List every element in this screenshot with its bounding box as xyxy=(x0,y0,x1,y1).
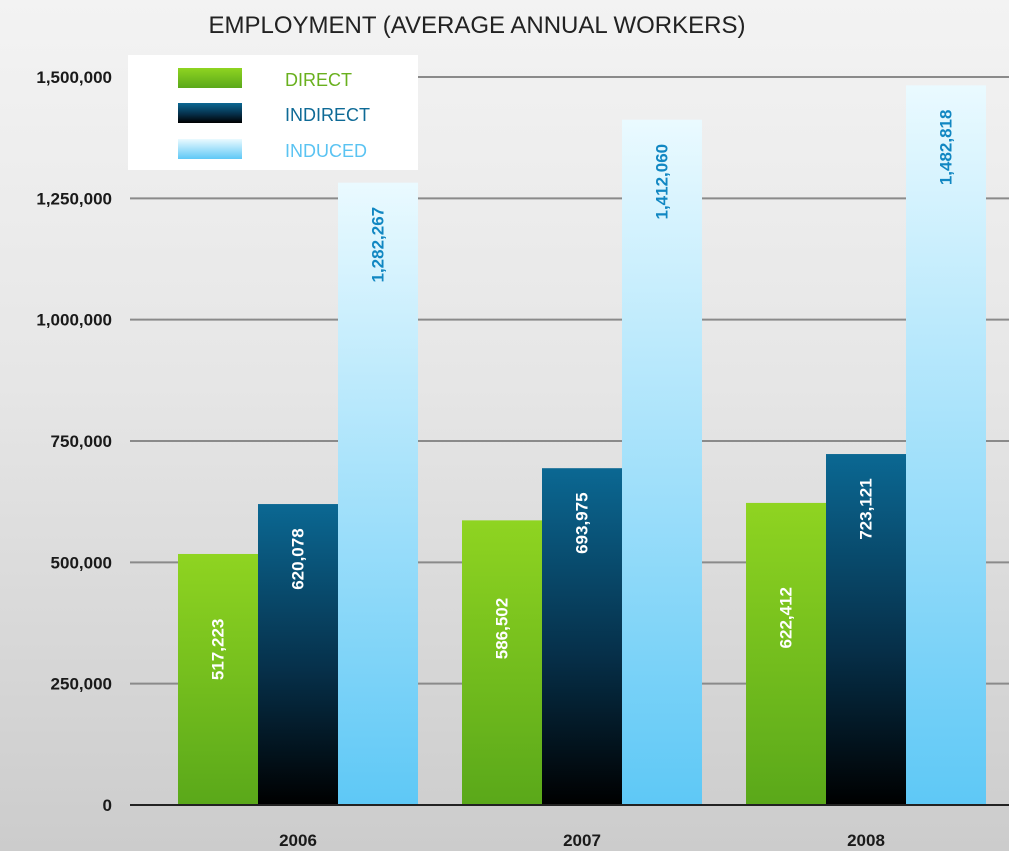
legend-swatch-direct xyxy=(178,68,242,88)
bar-induced-2006 xyxy=(338,182,418,805)
bars xyxy=(178,85,986,806)
legend-swatch-induced xyxy=(178,139,242,159)
y-tick-label: 1,500,000 xyxy=(36,68,112,87)
y-axis-tick-labels: 0 250,000 500,000 750,000 1,000,000 1,250,000… xyxy=(36,68,112,815)
x-tick-label-2008: 2008 xyxy=(847,831,885,850)
bar-direct-2006 xyxy=(178,553,258,805)
legend-label-induced: INDUCED xyxy=(285,141,367,161)
data-label-induced-2007: 1,412,060 xyxy=(653,144,672,220)
y-tick-label: 250,000 xyxy=(51,675,112,694)
legend: DIRECT INDIRECT INDUCED xyxy=(128,55,418,170)
data-label-indirect-2006: 620,078 xyxy=(289,528,308,589)
x-tick-label-2007: 2007 xyxy=(563,831,601,850)
legend-background xyxy=(128,55,418,170)
y-tick-label: 0 xyxy=(103,796,112,815)
data-label-induced-2008: 1,482,818 xyxy=(937,110,956,186)
bar-indirect-2008 xyxy=(826,454,906,805)
y-tick-label: 750,000 xyxy=(51,432,112,451)
y-tick-label: 500,000 xyxy=(51,553,112,572)
legend-label-direct: DIRECT xyxy=(285,70,352,90)
bar-direct-2008 xyxy=(746,502,826,805)
legend-label-indirect: INDIRECT xyxy=(285,105,370,125)
x-tick-label-2006: 2006 xyxy=(279,831,317,850)
data-label-direct-2006: 517,223 xyxy=(209,619,228,680)
data-label-direct-2007: 586,502 xyxy=(493,598,512,659)
y-tick-label: 1,000,000 xyxy=(36,311,112,330)
bar-induced-2008 xyxy=(906,85,986,806)
data-label-direct-2008: 622,412 xyxy=(777,587,796,648)
bar-direct-2007 xyxy=(462,520,542,805)
bar-induced-2007 xyxy=(622,119,702,805)
bar-value-labels: 517,223 620,078 1,282,267 586,502 693,975 1,4… xyxy=(209,110,956,681)
bar-indirect-2006 xyxy=(258,504,338,805)
data-label-indirect-2008: 723,121 xyxy=(857,478,876,539)
bar-indirect-2007 xyxy=(542,468,622,805)
data-label-indirect-2007: 693,975 xyxy=(573,492,592,553)
x-axis-tick-labels: 2006 2007 2008 xyxy=(279,831,885,850)
legend-swatch-indirect xyxy=(178,103,242,123)
chart-title: EMPLOYMENT (AVERAGE ANNUAL WORKERS) xyxy=(209,12,746,39)
data-label-induced-2006: 1,282,267 xyxy=(369,207,388,283)
y-tick-label: 1,250,000 xyxy=(36,189,112,208)
